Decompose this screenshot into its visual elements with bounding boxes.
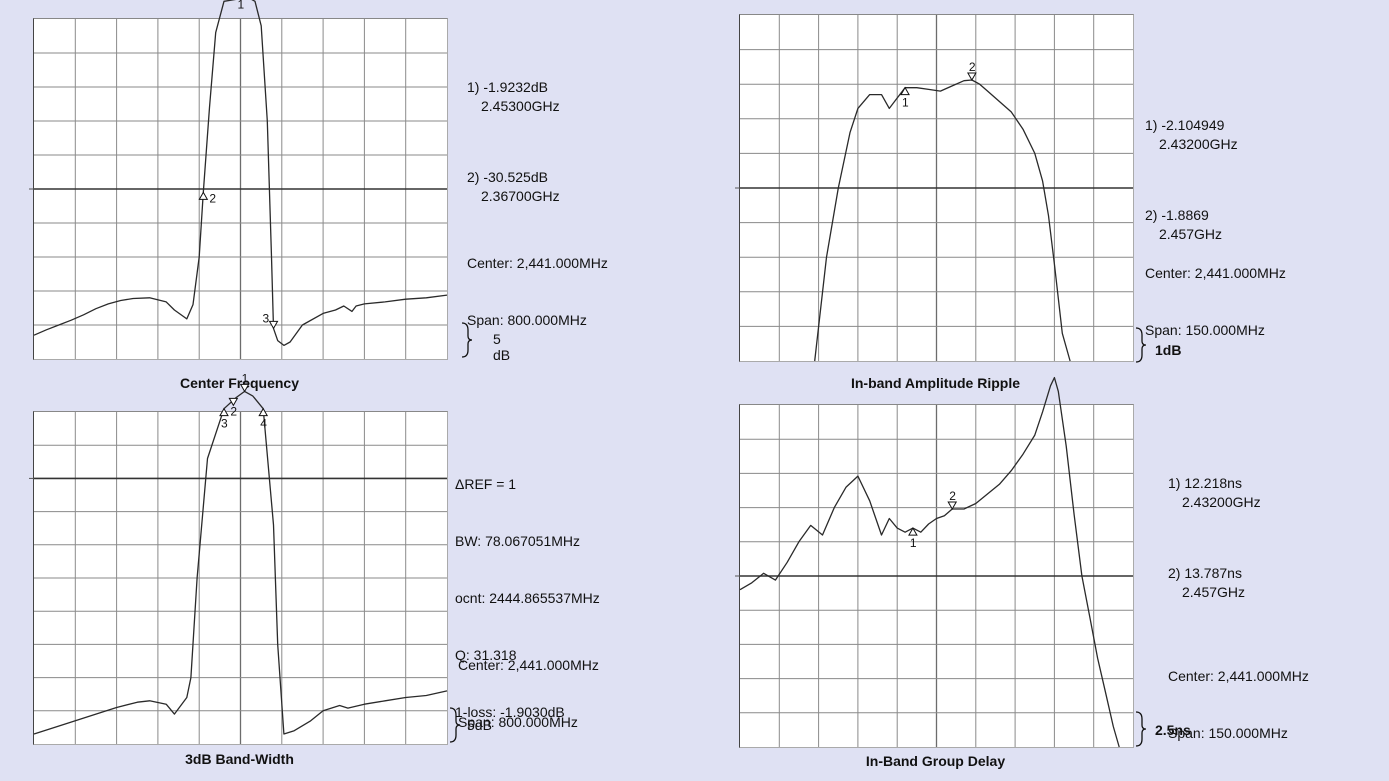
chart-title: Center Frequency: [179, 375, 300, 391]
marker-2-label: 2: [209, 191, 216, 205]
center-frequency-plot: 1 2 3: [29, 0, 448, 359]
delta-ref-label: ΔREF = 1: [455, 476, 517, 492]
marker-2-icon: [967, 72, 977, 82]
marker-1-readout: 1) -2.104949 2.43200GHz: [1145, 116, 1238, 154]
trace-line: [814, 79, 1071, 362]
marker-2-freq: 2.36700GHz: [481, 188, 560, 204]
marker-1-icon: [900, 86, 910, 96]
marker-2-readout: 2) 13.787ns 2.457GHz: [1168, 564, 1261, 602]
bandwidth-plot: 1 23 4: [29, 371, 448, 744]
marker-2-value: 2) -30.525dB: [467, 169, 548, 185]
amplitude-ripple-readout: 1) -2.104949 2.43200GHz 2) -1.8869 2.457GH…: [1145, 78, 1238, 296]
marker-1-value: 1) -2.104949: [1145, 117, 1225, 133]
marker-2-label: 2: [949, 489, 956, 503]
marker-1-label: 1: [238, 0, 245, 12]
scale-brace-icon: [1135, 327, 1147, 363]
span-label: Span: 150.000MHz: [1145, 322, 1265, 338]
marker-1-freq: 2.45300GHz: [481, 98, 560, 114]
insertion-loss-value: 1-loss: -1.9030dB: [455, 704, 565, 720]
scale-label: 1dB: [1155, 342, 1182, 358]
marker-1-label: 1: [910, 536, 917, 550]
bandwidth-readout: ΔREF = 1 BW: 78.067051MHz ocnt: 2444.865…: [455, 437, 600, 760]
marker-2-label: 2: [230, 404, 237, 418]
marker-1-value: 1) -1.9232dB: [467, 79, 548, 95]
marker-2-readout: 2) -30.525dB 2.36700GHz: [467, 168, 560, 206]
amplitude-ripple-plot: 12: [735, 15, 1133, 362]
scale-label: 5dB: [467, 717, 492, 733]
group-delay-settings: Center: 2,441.000MHz Span: 150.000MHz: [1168, 629, 1309, 781]
marker-1-freq: 2.43200GHz: [1159, 136, 1238, 152]
amplitude-ripple-settings: Center: 2,441.000MHz Span: 150.000MHz: [1145, 226, 1286, 378]
marker-1-value: 1) 12.218ns: [1168, 475, 1242, 491]
trace-line: [33, 0, 448, 347]
marker-3-label: 3: [221, 417, 228, 431]
bandwidth-settings: Center: 2,441.000MHz Span: 800.000MHz: [458, 618, 599, 770]
center-frequency-settings: Center: 2,441.000MHz Span: 800.000MHz: [467, 216, 608, 368]
span-label: Span: 150.000MHz: [1168, 725, 1288, 741]
marker-1-readout: 1) -1.9232dB 2.45300GHz: [467, 78, 560, 116]
bandwidth-value: BW: 78.067051MHz: [455, 533, 581, 549]
center-frequency-label: Center: 2,441.000MHz: [1168, 668, 1309, 684]
marker-2-icon: [947, 501, 958, 510]
marker-1-label: 1: [242, 371, 249, 385]
scale-brace-icon: [461, 322, 473, 358]
center-frequency-label: Center: 2,441.000MHz: [1145, 265, 1286, 281]
span-label: Span: 800.000MHz: [458, 714, 578, 730]
center-frequency-label: Center: 2,441.000MHz: [467, 255, 608, 271]
scale-label: 2.5ns: [1155, 722, 1191, 738]
chart-title: In-Band Group Delay: [865, 753, 1006, 769]
marker-4-icon: [258, 407, 269, 417]
marker-2-icon: [198, 191, 209, 200]
group-delay-plot: 12: [735, 376, 1133, 748]
marker-1-readout: 1) 12.218ns 2.43200GHz: [1168, 474, 1261, 512]
scale-label: 5 dB: [493, 331, 511, 363]
marker-2-readout: 2) -1.8869 2.457GHz: [1145, 206, 1238, 244]
chart-title: 3dB Band-Width: [185, 751, 294, 767]
marker-2-freq: 2.457GHz: [1159, 226, 1223, 242]
q-value: Q: 31.318: [455, 647, 517, 663]
marker-3-icon: [268, 320, 279, 330]
marker-2-label: 2: [969, 60, 976, 74]
scale-brace-icon: [449, 707, 461, 743]
center-frequency-readout: 1) -1.9232dB 2.45300GHz 2) -30.525dB 2.367…: [467, 40, 560, 258]
marker-2-freq: 2.457GHz: [1182, 584, 1246, 600]
span-label: Span: 800.000MHz: [467, 312, 587, 328]
marker-1-label: 1: [902, 96, 909, 110]
scale-brace-icon: [1135, 711, 1147, 747]
trace-line: [739, 376, 1120, 748]
marker-1-icon: [908, 527, 918, 536]
center-frequency-label: Center: 2,441.000MHz: [458, 657, 599, 673]
marker-2-value: 2) 13.787ns: [1168, 565, 1242, 581]
group-delay-readout: 1) 12.218ns 2.43200GHz 2) 13.787ns 2.457GH…: [1168, 436, 1261, 654]
marker-1-icon: [239, 383, 250, 393]
center-frequency-screen: 1 2 3: [29, 0, 448, 360]
center-count-value: ocnt: 2444.865537MHz: [455, 590, 600, 606]
chart-title: In-band Amplitude Ripple: [850, 375, 1021, 391]
marker-3-label: 3: [263, 311, 270, 325]
marker-2-icon: [228, 397, 239, 407]
marker-1-freq: 2.43200GHz: [1182, 494, 1261, 510]
marker-2-value: 2) -1.8869: [1145, 207, 1209, 223]
marker-4-label: 4: [260, 417, 267, 431]
marker-3-icon: [219, 407, 229, 417]
